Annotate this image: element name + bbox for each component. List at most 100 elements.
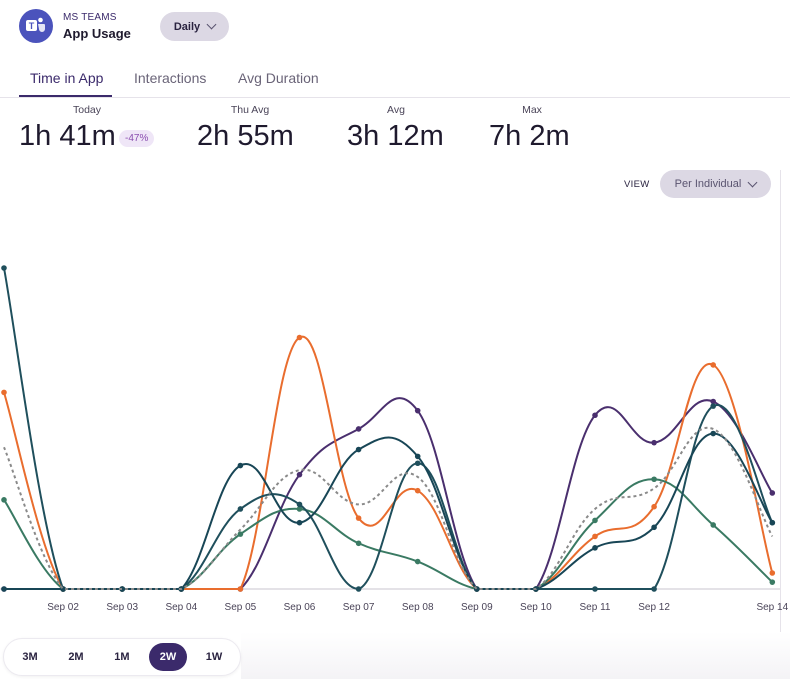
x-tick-label: Sep 14 <box>756 602 788 613</box>
data-point <box>592 545 598 551</box>
data-point <box>533 586 539 592</box>
data-point <box>178 586 185 592</box>
data-point <box>237 531 244 537</box>
stat-avg-label: Avg <box>387 104 405 116</box>
data-point <box>769 570 776 576</box>
stat-thu-avg-value: 2h 55m <box>197 120 294 152</box>
bottom-fade <box>241 632 790 679</box>
data-point <box>178 586 185 592</box>
data-point <box>296 471 303 478</box>
series-line <box>3 478 773 590</box>
data-point <box>651 586 657 592</box>
x-tick-label: Sep 05 <box>225 602 257 613</box>
data-point <box>474 586 480 592</box>
range-2m-button[interactable]: 2M <box>68 651 84 663</box>
data-point <box>355 586 362 592</box>
x-tick-label: Sep 08 <box>402 602 434 613</box>
data-point <box>651 476 657 483</box>
data-point <box>533 586 539 592</box>
series-line <box>3 267 774 591</box>
data-point <box>710 522 716 528</box>
tabs-divider <box>0 97 790 98</box>
stat-thu-avg-label: Thu Avg <box>230 104 270 116</box>
period-dropdown[interactable]: Daily <box>160 12 229 41</box>
tab-time-in-app[interactable]: Time in App <box>30 70 104 86</box>
stat-max-label: Max <box>522 104 542 116</box>
data-point <box>592 586 598 592</box>
series-line <box>4 432 774 590</box>
data-point <box>60 586 66 592</box>
range-1m-button[interactable]: 1M <box>114 651 130 663</box>
data-point <box>237 586 244 592</box>
x-tick-label: Sep 10 <box>520 602 552 613</box>
data-point <box>1 586 7 592</box>
data-point <box>651 503 657 510</box>
data-point <box>355 540 362 547</box>
data-point <box>60 586 66 592</box>
data-point <box>60 586 66 592</box>
data-point <box>474 586 480 592</box>
data-point <box>355 446 362 453</box>
data-point <box>414 558 421 565</box>
data-point <box>1 586 7 592</box>
data-point <box>710 362 716 368</box>
data-point <box>710 403 716 409</box>
stat-today-value: 1h 41m <box>19 120 116 152</box>
data-point <box>119 586 125 592</box>
teams-logo-icon: T <box>19 9 53 43</box>
data-point <box>1 265 7 271</box>
range-3m-button[interactable]: 3M <box>22 651 38 663</box>
active-tab-indicator <box>19 95 112 97</box>
data-point <box>414 453 421 460</box>
x-tick-label: Sep 11 <box>580 602 611 613</box>
data-point <box>651 439 657 446</box>
data-point <box>178 586 185 592</box>
data-point <box>533 586 539 592</box>
range-1w-button[interactable]: 1W <box>205 651 223 663</box>
data-point <box>592 533 598 540</box>
data-point <box>474 586 480 592</box>
stat-change-badge: -47% <box>119 130 155 147</box>
view-label: VIEW <box>624 179 650 190</box>
data-point <box>710 398 716 405</box>
tab-interactions[interactable]: Interactions <box>134 70 207 86</box>
x-tick-label: Sep 06 <box>284 602 316 613</box>
data-point <box>60 586 66 592</box>
data-point <box>710 430 716 437</box>
x-tick-label: Sep 03 <box>106 602 138 613</box>
data-point <box>178 586 185 592</box>
x-tick-label: Sep 07 <box>343 602 375 613</box>
range-2w-button[interactable]: 2W <box>148 643 188 671</box>
data-point <box>296 506 303 512</box>
data-point <box>769 519 776 526</box>
stat-max-value: 7h 2m <box>489 120 570 152</box>
data-point <box>1 497 7 503</box>
tab-avg-duration[interactable]: Avg Duration <box>238 70 319 86</box>
view-dropdown[interactable]: Per Individual <box>660 170 771 198</box>
data-point <box>592 517 598 524</box>
data-point <box>651 524 657 531</box>
chart-panel-edge <box>780 170 781 632</box>
data-point <box>414 460 421 467</box>
data-point <box>119 586 125 592</box>
range-selector: 3M 2M 1M 2W 1W <box>3 638 241 676</box>
data-point <box>533 586 539 592</box>
data-point <box>296 519 303 526</box>
series-line <box>3 426 774 590</box>
data-point <box>237 506 244 512</box>
data-point <box>414 487 421 494</box>
period-dropdown-label: Daily <box>173 20 201 33</box>
app-subtitle: MS TEAMS <box>63 12 117 23</box>
app-title: App Usage <box>63 26 131 41</box>
data-point <box>1 389 7 396</box>
x-tick-label: Sep 12 <box>638 602 670 613</box>
data-point <box>592 412 598 419</box>
data-point <box>119 586 125 592</box>
x-tick-label: Sep 02 <box>47 602 79 613</box>
x-tick-label: Sep 09 <box>461 602 493 613</box>
data-point <box>355 426 362 432</box>
stat-avg-value: 3h 12m <box>347 120 444 152</box>
data-point <box>533 586 539 592</box>
data-point <box>474 586 480 592</box>
